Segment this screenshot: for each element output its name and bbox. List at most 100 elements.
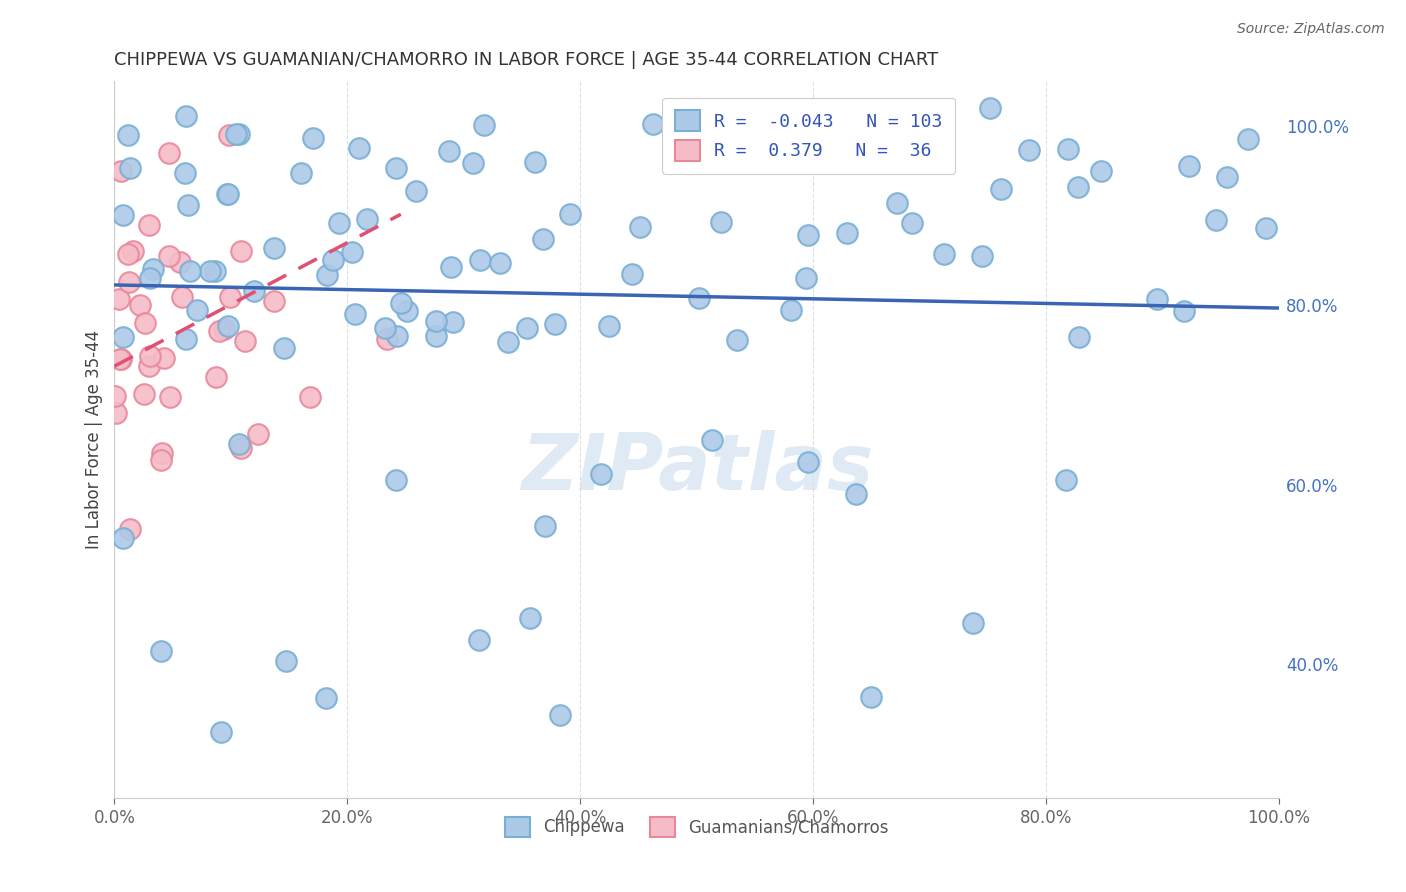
Point xyxy=(1146,292,1168,306)
Point xyxy=(212,322,235,336)
Point xyxy=(134,387,156,401)
Point xyxy=(315,691,337,706)
Point xyxy=(405,184,427,198)
Point xyxy=(598,319,620,334)
Point xyxy=(962,615,984,630)
Point xyxy=(468,632,491,647)
Point xyxy=(523,155,546,169)
Point xyxy=(157,146,180,161)
Point xyxy=(111,330,134,344)
Point xyxy=(186,303,208,318)
Point xyxy=(440,260,463,275)
Point xyxy=(159,390,181,404)
Point xyxy=(302,131,325,145)
Y-axis label: In Labor Force | Age 35-44: In Labor Force | Age 35-44 xyxy=(86,330,103,549)
Point xyxy=(970,249,993,263)
Point xyxy=(174,332,197,346)
Point xyxy=(204,264,226,278)
Point xyxy=(472,118,495,132)
Legend: Chippewa, Guamanians/Chamorros: Chippewa, Guamanians/Chamorros xyxy=(498,810,896,844)
Point xyxy=(142,261,165,276)
Point xyxy=(860,690,883,704)
Point xyxy=(641,117,664,131)
Point xyxy=(886,195,908,210)
Point xyxy=(886,126,908,140)
Point xyxy=(389,295,412,310)
Point xyxy=(219,290,242,304)
Point xyxy=(172,289,194,303)
Point xyxy=(356,211,378,226)
Point xyxy=(274,654,297,668)
Point xyxy=(228,128,250,142)
Point xyxy=(845,487,868,501)
Point xyxy=(217,319,239,334)
Point xyxy=(548,708,571,723)
Point xyxy=(110,352,132,367)
Point xyxy=(174,109,197,123)
Point xyxy=(385,473,408,487)
Point xyxy=(461,155,484,169)
Point xyxy=(134,316,156,330)
Point xyxy=(621,267,644,281)
Point xyxy=(118,276,141,290)
Point xyxy=(228,437,250,451)
Point xyxy=(1067,330,1090,344)
Point xyxy=(516,320,538,334)
Point xyxy=(932,246,955,260)
Point xyxy=(700,434,723,448)
Point xyxy=(806,128,828,142)
Point xyxy=(835,226,858,240)
Point xyxy=(215,186,238,201)
Point xyxy=(1177,159,1199,173)
Point xyxy=(725,333,748,347)
Point xyxy=(111,532,134,546)
Point xyxy=(544,318,567,332)
Point xyxy=(794,271,817,285)
Point xyxy=(169,255,191,269)
Point xyxy=(1054,473,1077,487)
Point xyxy=(120,522,142,536)
Point xyxy=(1237,132,1260,146)
Point xyxy=(242,284,264,298)
Point xyxy=(122,244,145,259)
Point xyxy=(138,359,160,373)
Point xyxy=(149,644,172,658)
Text: Source: ZipAtlas.com: Source: ZipAtlas.com xyxy=(1237,22,1385,37)
Point xyxy=(385,328,408,343)
Point xyxy=(468,253,491,268)
Point xyxy=(342,245,364,260)
Point xyxy=(374,321,396,335)
Point xyxy=(347,141,370,155)
Point xyxy=(246,427,269,442)
Point xyxy=(233,334,256,348)
Point xyxy=(797,455,820,469)
Point xyxy=(1090,164,1112,178)
Point xyxy=(204,370,226,384)
Point xyxy=(328,217,350,231)
Point xyxy=(208,325,231,339)
Point xyxy=(533,519,555,533)
Point xyxy=(229,244,252,258)
Point xyxy=(1173,304,1195,318)
Point xyxy=(108,292,131,306)
Point xyxy=(105,406,128,420)
Point xyxy=(117,128,139,142)
Point xyxy=(177,198,200,212)
Point xyxy=(531,232,554,246)
Point xyxy=(560,207,582,221)
Point xyxy=(868,141,890,155)
Point xyxy=(1216,169,1239,184)
Point xyxy=(519,611,541,625)
Point xyxy=(108,352,131,367)
Point xyxy=(425,329,447,343)
Point xyxy=(290,166,312,180)
Point xyxy=(153,351,176,365)
Point xyxy=(441,315,464,329)
Point xyxy=(299,390,322,404)
Point xyxy=(439,144,461,158)
Point xyxy=(139,350,162,364)
Point xyxy=(779,303,801,318)
Point xyxy=(263,294,285,309)
Point xyxy=(150,446,173,460)
Point xyxy=(322,252,344,267)
